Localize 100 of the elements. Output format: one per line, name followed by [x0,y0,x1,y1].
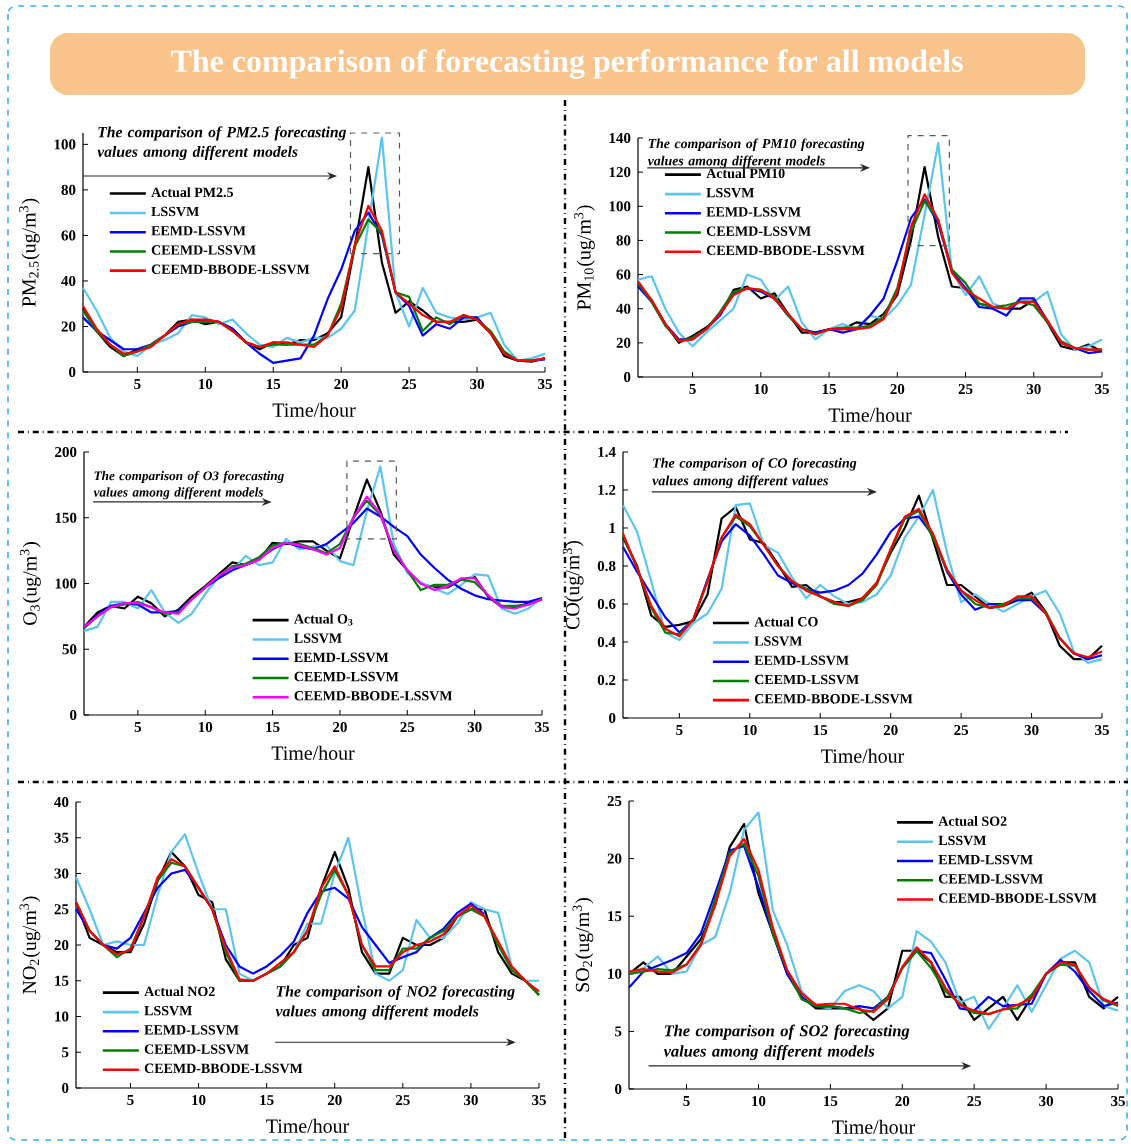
line-series [74,868,486,975]
annotation: The comparison of O3 forecasting values among different models [93,470,284,500]
x-tick-label: 30 [470,379,484,390]
legend-label: Actual SO2 [938,816,1007,826]
legend-label: Actual PM10 [706,168,785,179]
legend-label: CEEMD-BBODE-LSSVM [706,245,865,256]
x-tick-label: 35 [1095,725,1109,736]
y-tick-label: 5 [615,1026,622,1037]
x-axis-title: Time/hour [821,748,905,763]
x-axis-title: Time/hour [832,1119,916,1134]
x-tick-label: 20 [327,1095,342,1106]
legend-label: EEMD-LSSVM [294,652,389,663]
x-axis-title: Time/hour [272,402,356,417]
x-tick-label: 35 [535,722,549,733]
legend-label: CEEMD-BBODE-LSSVM [938,893,1097,903]
y-tick-label: 40 [616,303,631,314]
y-tick-label: 100 [55,578,77,589]
y-tick-label: 0.6 [597,598,616,610]
y-axis-title: SO$_{2}$(ug/m$^{3}$) [572,898,594,992]
y-tick-label: 120 [609,167,631,178]
x-axis-title: Time/hour [266,1118,350,1133]
x-tick-label: 5 [676,725,683,736]
legend-label: CEEMD-LSSVM [294,671,399,682]
y-tick-label: 10 [55,1011,69,1022]
y-tick-label: 0 [69,366,76,378]
x-tick-label: 5 [683,1096,690,1107]
y-axis-title: NO$_{2}$(ug/m$^{3}$) [19,896,41,994]
y-tick-label: 1.4 [598,446,616,458]
x-tick-label: 25 [967,1096,982,1107]
legend-label: Actual PM2.5 [151,187,234,198]
y-tick-label: 35 [54,832,69,843]
y-tick-label: 1 [609,523,616,533]
x-tick-label: 10 [198,379,213,390]
legend-label: CEEMD-LSSVM [706,226,811,236]
x-tick-label: 20 [333,722,347,733]
x-axis-title: Time/hour [828,407,912,422]
y-tick-label: 40 [54,796,69,808]
legend-label: CEEMD-BBODE-LSSVM [151,264,310,275]
x-tick-label: 10 [754,384,768,395]
y-tick-label: 60 [616,269,631,280]
y-tick-label: 0.8 [597,560,616,572]
x-tick-label: 5 [134,722,142,733]
x-tick-label: 30 [1026,384,1041,395]
x-tick-label: 35 [1095,384,1109,395]
x-tick-label: 25 [395,1095,410,1106]
y-tick-label: 10 [608,968,622,979]
legend-label: CEEMD-BBODE-LSSVM [294,691,453,701]
x-tick-label: 15 [266,722,280,733]
annotation: The comparison of PM2.5 forecasting values among different models [97,126,346,161]
x-tick-label: 20 [895,1096,910,1107]
y-tick-label: 15 [608,911,622,922]
y-tick-label: 0 [609,712,616,724]
x-tick-label: 5 [134,379,141,390]
legend-label: CEEMD-LSSVM [144,1044,249,1054]
y-tick-label: 0 [615,1083,622,1095]
x-tick-label: 20 [883,725,898,736]
legend-label: CEEMD-LSSVM [151,245,256,255]
x-tick-label: 25 [400,722,415,733]
y-tick-label: 0.4 [597,636,616,648]
x-tick-label: 15 [822,384,837,395]
y-tick-label: 200 [55,446,77,458]
legend-label: LSSVM [151,206,199,217]
x-tick-label: 25 [954,725,969,736]
legend-label: EEMD-LSSVM [754,655,849,666]
legend-label: CEEMD-LSSVM [754,674,859,685]
x-tick-label: 10 [743,725,757,736]
legend-label: CEEMD-LSSVM [938,874,1043,884]
legend-label: EEMD-LSSVM [151,226,246,236]
y-tick-label: 0 [624,371,631,383]
x-tick-label: 10 [752,1096,766,1107]
legend-label: Actual O$_{3}$ [293,613,353,626]
annotation: The comparison of NO2 forecasting values among different models [275,985,515,1020]
y-tick-label: 80 [61,184,76,195]
legend-label: CEEMD-BBODE-LSSVM [754,694,913,704]
y-tick-label: 140 [609,132,631,144]
y-tick-label: 20 [61,321,76,332]
y-tick-label: 80 [616,235,631,246]
x-tick-label: 10 [192,1095,206,1106]
legend-label: Actual NO2 [144,986,215,997]
x-tick-label: 25 [958,384,973,395]
x-tick-label: 30 [1039,1096,1054,1107]
legend-label: Actual CO [754,616,818,627]
y-axis-title: O$_{3}$(ug/m$^{3}$) [20,542,41,625]
x-tick-label: 20 [890,384,905,395]
y-tick-label: 20 [607,853,622,864]
y-axis-title: CO(ug/m$^{3}$) [562,540,584,630]
legend-label: EEMD-LSSVM [706,207,801,217]
y-tick-label: 40 [61,275,76,287]
y-tick-label: 0 [62,1082,69,1094]
x-tick-label: 30 [463,1095,478,1106]
y-tick-label: 100 [609,201,631,212]
y-tick-label: 25 [607,795,622,807]
y-tick-label: 25 [54,904,69,915]
x-tick-label: 35 [538,379,552,390]
x-tick-label: 35 [532,1095,546,1106]
y-tick-label: 5 [62,1047,69,1058]
annotation: The comparison of SO2 forecasting values among different models [663,1024,910,1061]
legend-label: EEMD-LSSVM [938,854,1033,865]
y-tick-label: 30 [54,868,69,879]
x-tick-label: 20 [334,379,349,390]
